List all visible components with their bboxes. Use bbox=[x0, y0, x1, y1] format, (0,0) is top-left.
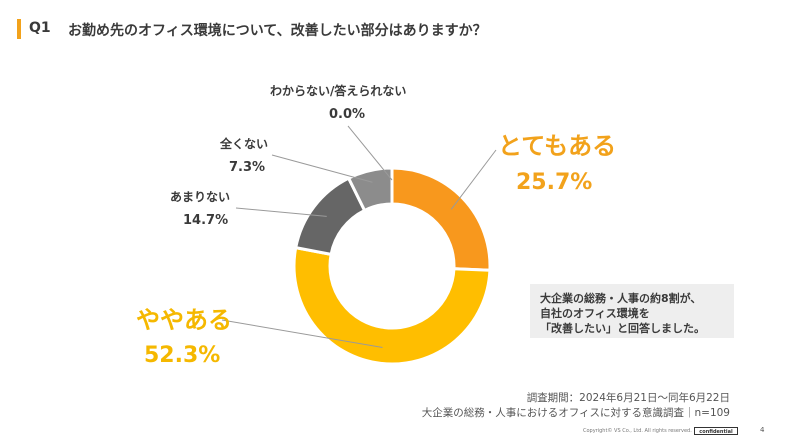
value-very-much: 25.7% bbox=[516, 170, 593, 195]
survey-info: 調査期間：2024年6月21日～同年6月22日 大企業の総務・人事におけるオフィ… bbox=[422, 391, 730, 421]
slice-somewhat bbox=[292, 245, 492, 366]
question-number: Q1 bbox=[29, 20, 51, 36]
value-unknown: 0.0% bbox=[329, 107, 366, 122]
slice-very-much bbox=[390, 166, 492, 272]
leader-line-unknown bbox=[347, 125, 393, 181]
leader-line-none bbox=[271, 154, 373, 183]
copyright: Copyright© VS Co., Ltd. All rights reser… bbox=[583, 428, 692, 434]
label-unknown: わからない/答えられない bbox=[270, 84, 407, 98]
label-none: 全くない bbox=[220, 137, 269, 151]
leader-line-not-much bbox=[235, 207, 327, 217]
confidential-badge: confidential bbox=[694, 427, 738, 435]
callout-line: 大企業の総務・人事の約8割が、 bbox=[540, 292, 702, 305]
survey-period: 調査期間：2024年6月21日～同年6月22日 bbox=[526, 392, 730, 404]
label-somewhat: ややある bbox=[136, 306, 232, 334]
label-not-much: あまりない bbox=[170, 190, 231, 204]
value-not-much: 14.7% bbox=[183, 213, 229, 228]
value-none: 7.3% bbox=[229, 160, 266, 175]
survey-title: 大企業の総務・人事におけるオフィスに対する意識調査｜n=109 bbox=[421, 407, 730, 419]
question-accent-bar bbox=[17, 19, 21, 39]
callout-line: 「改善したい」と回答しました。 bbox=[540, 322, 705, 335]
question-text: お勤め先のオフィス環境について、改善したい部分はありますか？ bbox=[68, 23, 487, 39]
leader-line-very-much bbox=[450, 149, 497, 210]
page-number: 4 bbox=[760, 426, 765, 434]
value-somewhat: 52.3% bbox=[144, 343, 221, 368]
callout-line: 自社のオフィス環境を bbox=[540, 307, 650, 320]
leader-line-somewhat bbox=[221, 319, 383, 348]
callout-box: 大企業の総務・人事の約8割が、 自社のオフィス環境を 「改善したい」と回答しまし… bbox=[530, 284, 734, 338]
label-very-much: とてもある bbox=[498, 132, 617, 160]
